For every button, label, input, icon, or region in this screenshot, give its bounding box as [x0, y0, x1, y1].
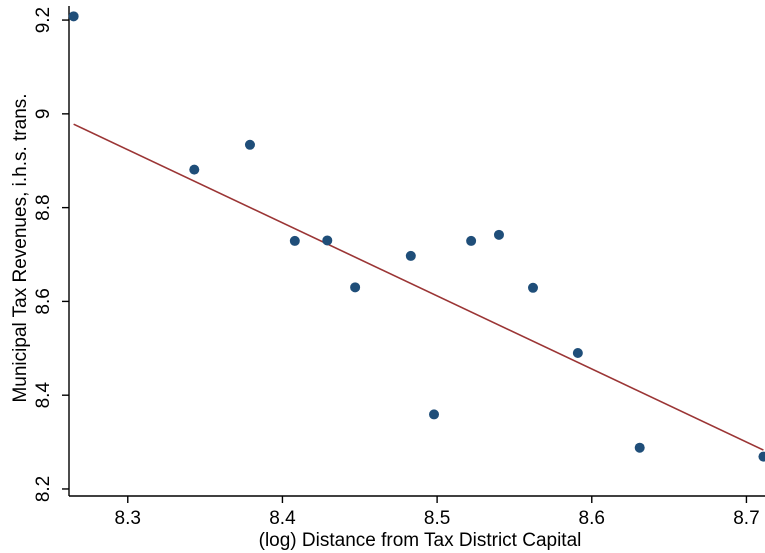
y-tick-label: 8.8	[33, 194, 54, 220]
data-point	[244, 139, 255, 150]
x-tick-label: 8.5	[424, 508, 450, 529]
y-axis-label: Municipal Tax Revenues, i.h.s. trans.	[10, 93, 31, 402]
data-point	[429, 409, 440, 420]
x-tick-label: 8.6	[579, 508, 605, 529]
fit-line-group	[73, 123, 764, 451]
data-point	[289, 235, 300, 246]
x-axis-ticks: 8.3 8.4 8.5 8.6 8.7	[115, 496, 760, 529]
data-point	[634, 442, 645, 453]
data-point	[68, 11, 79, 22]
data-point	[493, 229, 504, 240]
data-point	[466, 235, 477, 246]
x-tick-label: 8.7	[733, 508, 759, 529]
data-points	[68, 11, 765, 462]
data-point	[322, 235, 333, 246]
data-point	[189, 164, 200, 175]
x-tick-label: 8.3	[115, 508, 141, 529]
data-point	[405, 250, 416, 261]
y-axis-ticks: 8.2 8.4 8.6 8.8 9 9.2	[33, 7, 69, 502]
data-point	[758, 451, 765, 462]
data-point	[528, 282, 538, 293]
y-tick-label: 8.6	[33, 288, 54, 314]
data-point	[572, 347, 583, 358]
x-tick-label: 8.4	[269, 508, 296, 529]
y-tick-label: 9.2	[33, 7, 54, 33]
data-point	[350, 282, 361, 293]
y-tick-label: 8.4	[33, 382, 54, 409]
fit-line	[73, 123, 764, 451]
y-tick-label: 9	[33, 109, 54, 120]
x-axis-label: (log) Distance from Tax District Capital	[259, 530, 582, 551]
axes	[68, 6, 765, 497]
y-tick-label: 8.2	[33, 476, 54, 502]
